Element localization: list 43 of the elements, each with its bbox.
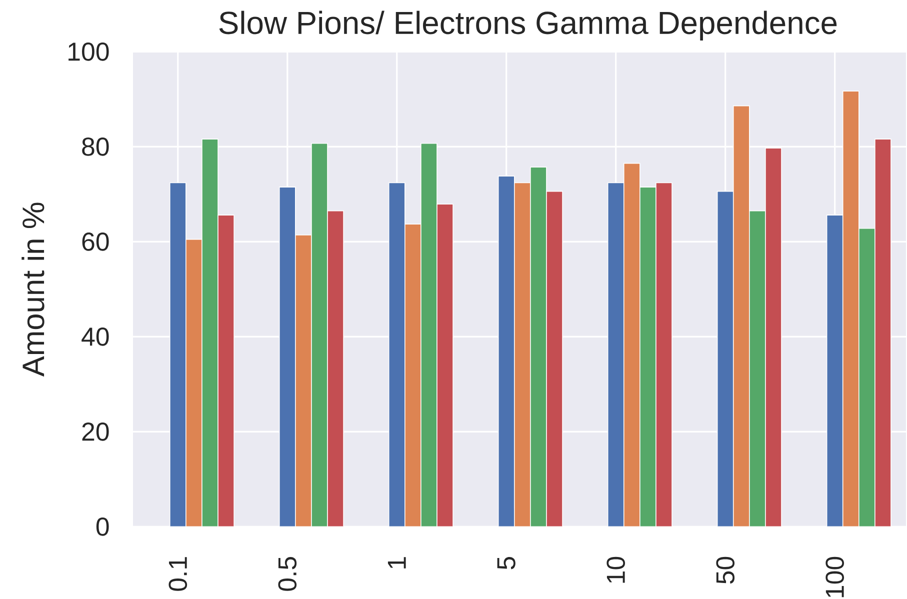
bar xyxy=(327,210,344,527)
x-tick-label: 50 xyxy=(716,556,735,584)
bar xyxy=(656,182,672,527)
bar xyxy=(826,214,844,527)
bar xyxy=(874,138,892,527)
x-tick-label: 1 xyxy=(388,557,406,568)
x-tick-label: 5 xyxy=(497,556,516,570)
bar xyxy=(717,191,734,527)
y-tick-label: 80 xyxy=(82,138,109,156)
x-tick-label: 0.5 xyxy=(278,556,297,591)
x-tick-label: 10 xyxy=(606,556,626,583)
bar xyxy=(202,139,218,527)
bar xyxy=(218,215,234,527)
bar xyxy=(436,204,454,527)
bar xyxy=(186,239,202,527)
bar xyxy=(170,182,186,527)
bar xyxy=(546,191,563,527)
bar xyxy=(749,210,766,527)
y-tick-label: 40 xyxy=(82,328,109,346)
y-tick-label: 60 xyxy=(82,232,109,251)
bar xyxy=(404,224,421,527)
bar xyxy=(842,90,860,527)
bar xyxy=(388,182,405,527)
bar xyxy=(765,148,782,527)
bar xyxy=(311,143,328,527)
bar xyxy=(498,176,514,527)
bar xyxy=(279,187,296,527)
bar xyxy=(608,182,624,527)
bar xyxy=(514,182,530,527)
bar xyxy=(858,228,876,527)
bar xyxy=(624,163,640,527)
y-tick-label: 100 xyxy=(68,42,109,61)
bar xyxy=(530,167,546,527)
x-tick-label: 100 xyxy=(826,556,844,598)
y-tick-label: 20 xyxy=(82,422,109,441)
bar xyxy=(733,106,750,527)
x-tick-label: 0.1 xyxy=(168,557,188,591)
bar xyxy=(295,235,312,527)
bar xyxy=(420,143,437,527)
y-axis-title: Amount in % xyxy=(22,202,44,377)
chart-title: Slow Pions/ Electrons Gamma Dependence xyxy=(219,10,837,40)
bar xyxy=(640,187,656,527)
y-tick-label: 0 xyxy=(96,518,109,536)
